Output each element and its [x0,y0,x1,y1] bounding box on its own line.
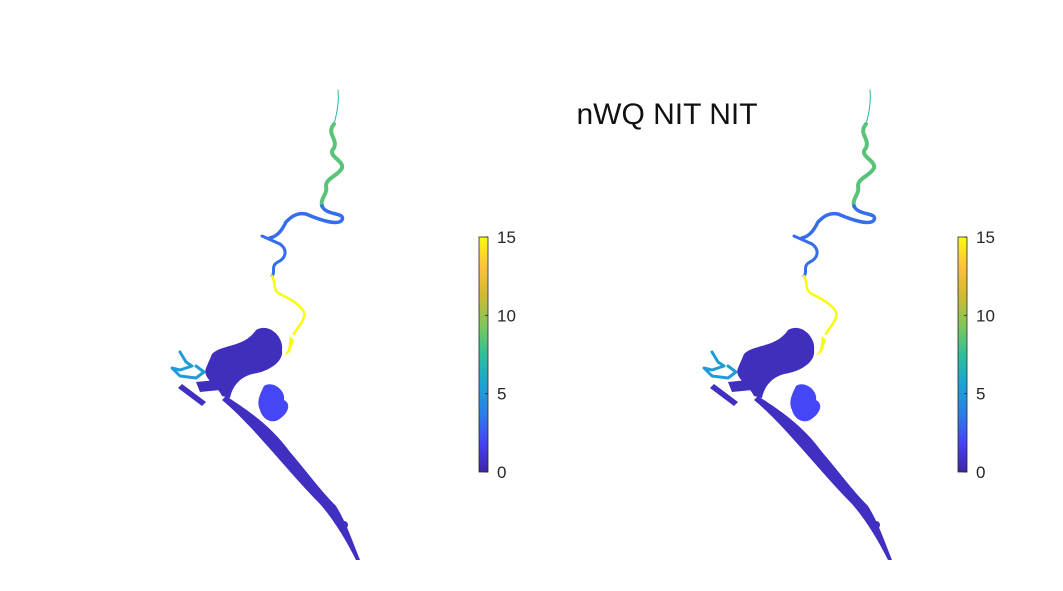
map-segment-south-lagoon [790,384,821,422]
right-map [702,89,892,560]
map-segment-mid-river-blue [260,234,282,246]
map-segment-coastal-strip [178,384,206,406]
map-segment-coastal-strip [872,521,880,529]
figure-title: nWQ NIT NIT [576,98,757,131]
map-segment-west-channel [170,350,206,380]
map-segment-coastal-strip [222,396,360,560]
map-segment-south-lagoon [258,384,289,422]
map-segment-main-lake [737,327,815,398]
colorbar-gradient [957,236,968,473]
map-segment-river-yellow [284,336,294,356]
map-segment-upper-river-tip [865,89,871,125]
map-segment-river-yellow [802,274,838,336]
map-segment-upper-river-tip [333,89,339,125]
left-map [170,89,360,560]
map-segment-coastal-strip [710,384,738,406]
colorbar-tick-label: 15 [976,228,995,247]
map-segment-main-lake [205,327,283,398]
map-segment-coastal-strip [754,396,892,560]
map-segment-main-lake [196,380,220,392]
map-segment-river-yellow [270,274,306,336]
map-segment-mid-river-blue [800,204,877,240]
map-segment-upper-river-green [319,122,345,208]
right-colorbar: 0 5 10 15 [957,228,995,482]
colorbar-tick-label: 10 [497,306,516,325]
map-segment-mid-river-blue [268,204,345,240]
map-segment-west-channel [702,350,738,380]
map-segment-mid-river-blue [792,234,814,246]
map-segment-mid-river-blue [802,242,819,278]
map-segment-river-yellow [816,336,826,356]
colorbar-gradient [478,236,489,473]
colorbar-tick-label: 15 [497,228,516,247]
map-segment-main-lake [728,380,752,392]
colorbar-tick-label: 10 [976,306,995,325]
colorbar-tick-label: 0 [976,463,985,482]
map-segment-coastal-strip [340,521,348,529]
colorbar-tick-label: 5 [976,385,985,404]
map-segment-mid-river-blue [270,242,287,278]
colorbar-tick-label: 5 [497,385,506,404]
left-colorbar: 0 5 10 15 [478,228,516,482]
map-segment-upper-river-green [851,122,877,208]
colorbar-tick-label: 0 [497,463,506,482]
